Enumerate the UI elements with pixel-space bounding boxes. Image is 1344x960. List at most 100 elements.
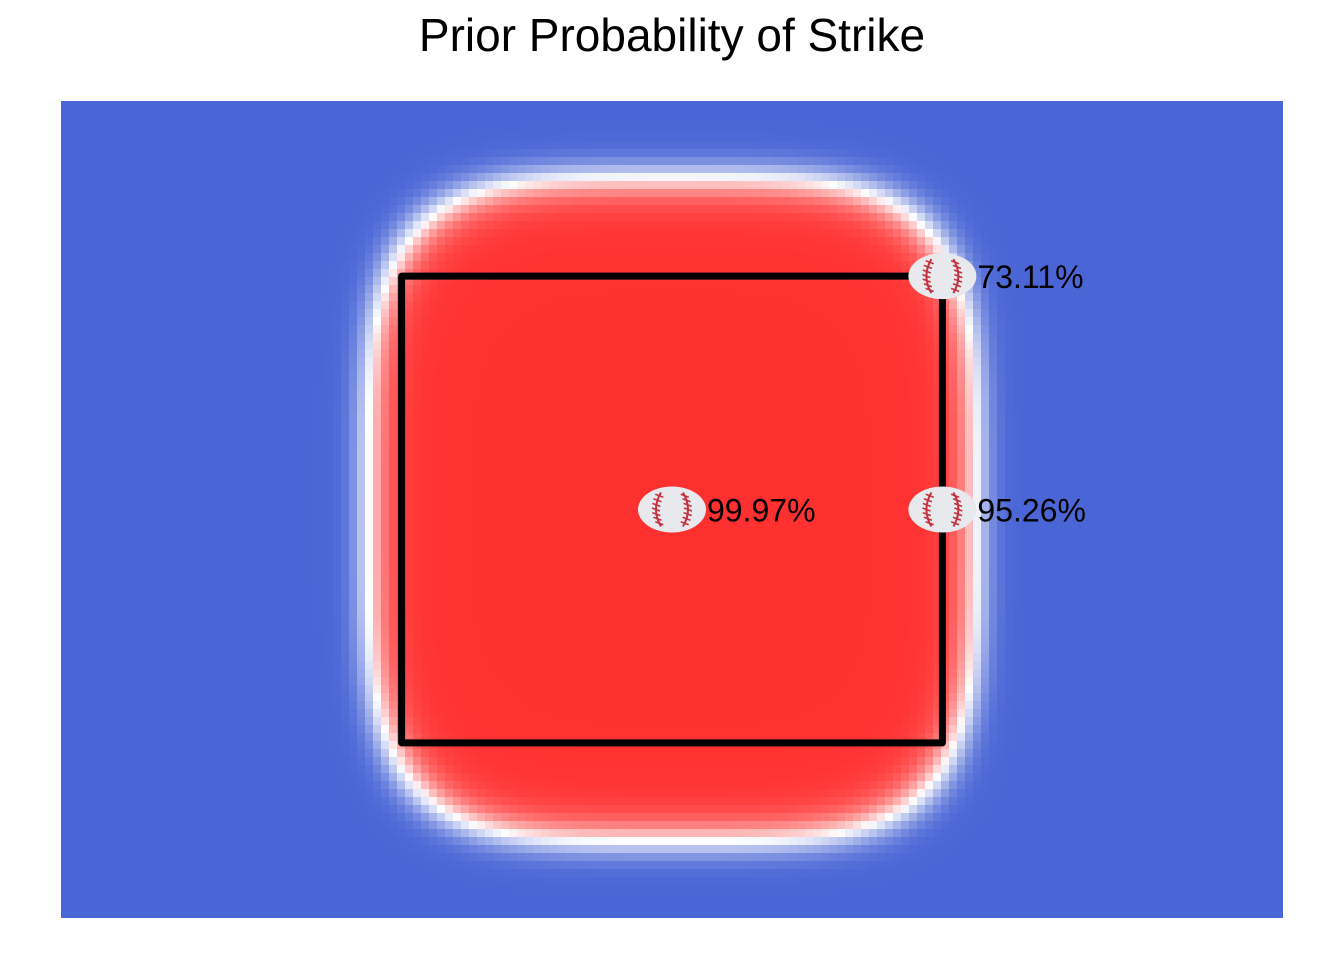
- heatmap-cell: [389, 333, 398, 342]
- heatmap-cell: [205, 221, 214, 230]
- heatmap-cell: [669, 309, 678, 318]
- heatmap-cell: [1189, 213, 1198, 222]
- heatmap-cell: [413, 205, 422, 214]
- heatmap-cell: [293, 357, 302, 366]
- heatmap-cell: [85, 229, 94, 238]
- heatmap-cell: [957, 349, 966, 358]
- heatmap-cell: [421, 101, 430, 110]
- heatmap-cell: [549, 333, 558, 342]
- heatmap-cell: [429, 261, 438, 270]
- heatmap-cell: [1277, 173, 1283, 182]
- heatmap-cell: [453, 317, 462, 326]
- heatmap-cell: [549, 197, 558, 206]
- heatmap-cell: [261, 301, 270, 310]
- heatmap-cell: [1093, 333, 1102, 342]
- heatmap-cell: [621, 261, 630, 270]
- heatmap-cell: [853, 133, 862, 142]
- heatmap-cell: [533, 189, 542, 198]
- heatmap-cell: [997, 101, 1006, 110]
- heatmap-cell: [237, 357, 246, 366]
- heatmap-cell: [141, 117, 150, 126]
- heatmap-cell: [421, 349, 430, 358]
- heatmap-cell: [285, 157, 294, 166]
- heatmap-cell: [1045, 109, 1054, 118]
- heatmap-cell: [533, 221, 542, 230]
- heatmap-cell: [181, 173, 190, 182]
- heatmap-cell: [1181, 213, 1190, 222]
- heatmap-cell: [629, 133, 638, 142]
- heatmap-cell: [437, 317, 446, 326]
- heatmap-cell: [285, 357, 294, 366]
- heatmap-cell: [469, 213, 478, 222]
- heatmap-cell: [589, 277, 598, 286]
- heatmap-cell: [429, 277, 438, 286]
- heatmap-cell: [957, 341, 966, 350]
- heatmap-cell: [997, 277, 1006, 286]
- heatmap-cell: [413, 157, 422, 166]
- heatmap-cell: [397, 165, 406, 174]
- heatmap-cell: [61, 237, 70, 246]
- heatmap-cell: [213, 245, 222, 254]
- heatmap-cell: [1141, 237, 1150, 246]
- heatmap-cell: [69, 101, 78, 110]
- heatmap-cell: [1013, 253, 1022, 262]
- heatmap-cell: [269, 133, 278, 142]
- heatmap-cell: [949, 205, 958, 214]
- heatmap-cell: [941, 117, 950, 126]
- heatmap-cell: [869, 301, 878, 310]
- heatmap-cell: [317, 173, 326, 182]
- heatmap-cell: [837, 245, 846, 254]
- heatmap-cell: [1181, 317, 1190, 326]
- heatmap-cell: [549, 133, 558, 142]
- heatmap-cell: [701, 109, 710, 118]
- heatmap-cell: [565, 229, 574, 238]
- heatmap-cell: [981, 341, 990, 350]
- heatmap-cell: [1157, 253, 1166, 262]
- heatmap-cell: [1157, 141, 1166, 150]
- heatmap-cell: [701, 133, 710, 142]
- heatmap-cell: [733, 237, 742, 246]
- heatmap-cell: [541, 357, 550, 366]
- heatmap-cell: [109, 253, 118, 262]
- heatmap-cell: [405, 117, 414, 126]
- heatmap-cell: [357, 181, 366, 190]
- heatmap-cell: [1213, 101, 1222, 110]
- heatmap-cell: [877, 165, 886, 174]
- heatmap-cell: [229, 245, 238, 254]
- heatmap-cell: [101, 117, 110, 126]
- heatmap-cell: [1229, 341, 1238, 350]
- heatmap-cell: [589, 317, 598, 326]
- heatmap-cell: [957, 141, 966, 150]
- heatmap-cell: [541, 173, 550, 182]
- heatmap-cell: [445, 357, 454, 366]
- heatmap-cell: [661, 205, 670, 214]
- heatmap-cell: [301, 277, 310, 286]
- heatmap-cell: [1173, 333, 1182, 342]
- heatmap-cell: [77, 157, 86, 166]
- heatmap-cell: [469, 117, 478, 126]
- heatmap-cell: [1141, 197, 1150, 206]
- heatmap-cell: [141, 349, 150, 358]
- heatmap-cell: [685, 157, 694, 166]
- heatmap-cell: [517, 125, 526, 134]
- heatmap-cell: [1109, 197, 1118, 206]
- heatmap-cell: [197, 229, 206, 238]
- heatmap-cell: [461, 109, 470, 118]
- heatmap-cell: [981, 117, 990, 126]
- heatmap-cell: [1045, 269, 1054, 278]
- heatmap-cell: [365, 117, 374, 126]
- heatmap-cell: [701, 117, 710, 126]
- heatmap-cell: [725, 357, 734, 366]
- heatmap-cell: [877, 117, 886, 126]
- heatmap-cell: [557, 213, 566, 222]
- heatmap-cell: [565, 197, 574, 206]
- heatmap-cell: [869, 285, 878, 294]
- heatmap-cell: [989, 341, 998, 350]
- heatmap-cell: [285, 261, 294, 270]
- heatmap-cell: [365, 125, 374, 134]
- heatmap-cell: [813, 109, 822, 118]
- heatmap-cell: [709, 245, 718, 254]
- heatmap-cell: [893, 213, 902, 222]
- heatmap-cell: [261, 237, 270, 246]
- heatmap-cell: [677, 333, 686, 342]
